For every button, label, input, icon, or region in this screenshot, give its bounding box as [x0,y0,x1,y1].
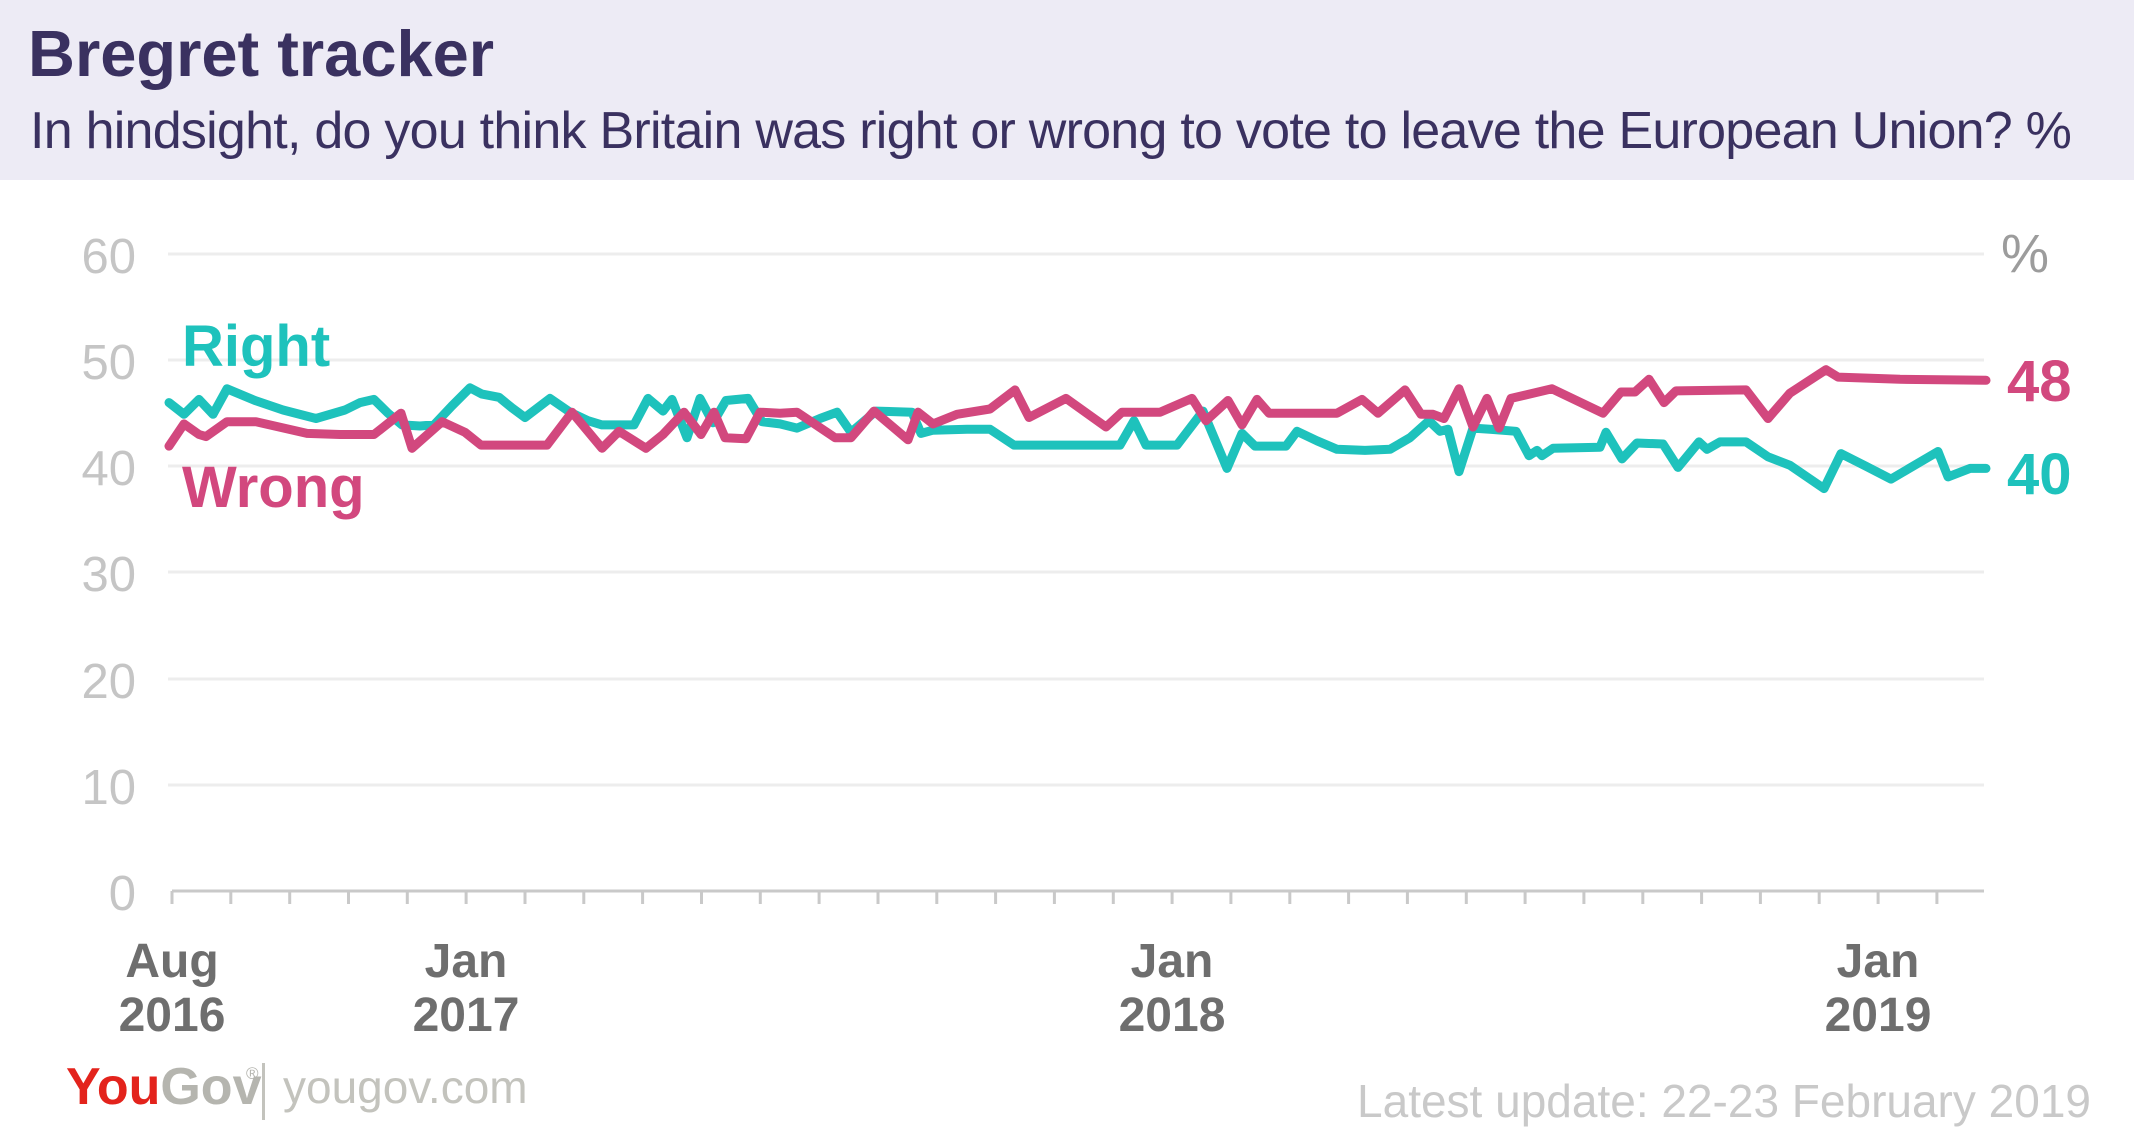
svg-text:%: % [2001,224,2049,284]
svg-text:2017: 2017 [413,989,520,1042]
svg-text:Jan: Jan [1131,935,1214,988]
svg-text:48: 48 [2007,349,2072,414]
svg-text:10: 10 [81,761,136,815]
svg-text:0: 0 [109,867,136,921]
svg-text:30: 30 [81,548,136,602]
svg-text:40: 40 [81,442,136,496]
svg-text:Right: Right [182,314,330,379]
svg-text:40: 40 [2007,442,2072,507]
svg-text:50: 50 [81,336,136,390]
svg-text:60: 60 [81,230,136,284]
svg-text:Aug: Aug [125,935,218,988]
svg-text:2018: 2018 [1119,989,1226,1042]
svg-text:20: 20 [81,655,136,709]
svg-text:Wrong: Wrong [182,455,365,520]
svg-text:2016: 2016 [119,989,226,1042]
svg-text:Jan: Jan [425,935,508,988]
svg-text:2019: 2019 [1825,989,1932,1042]
svg-text:Jan: Jan [1837,935,1920,988]
